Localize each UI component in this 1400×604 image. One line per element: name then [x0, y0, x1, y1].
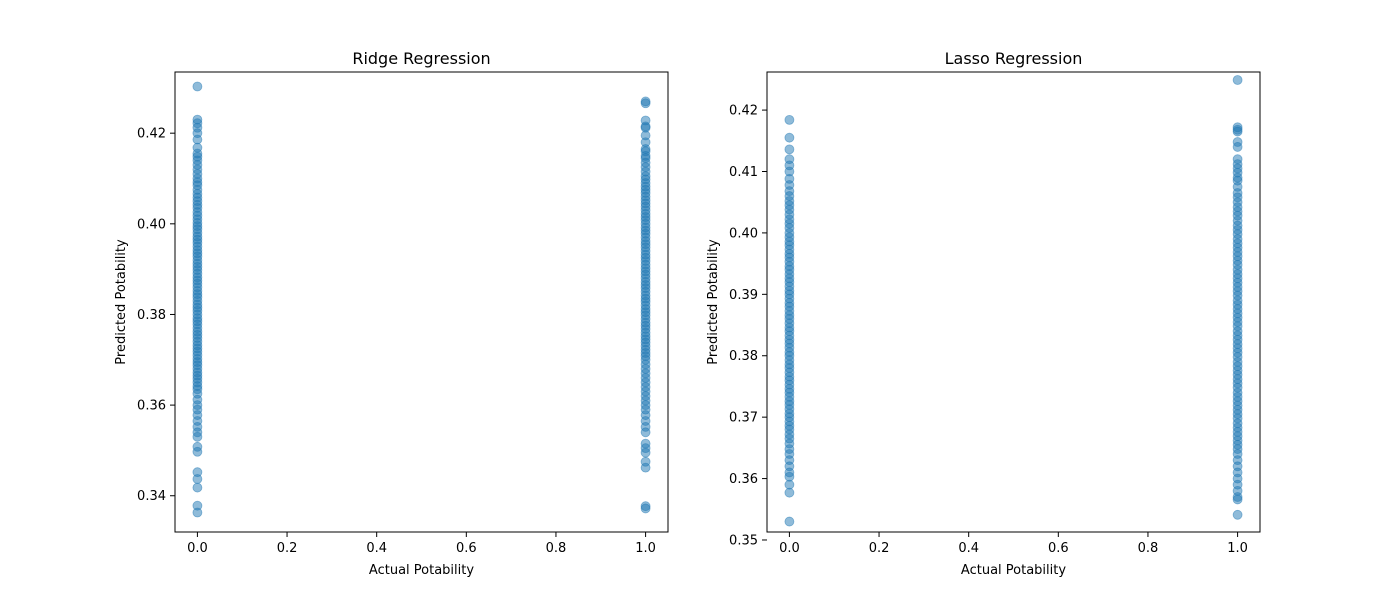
- lasso-plot-frame: [766, 71, 1261, 533]
- ridge-point-x0-0: [192, 81, 203, 92]
- lasso-x-tick-label-4: 0.8: [1138, 541, 1159, 556]
- lasso-point-x0-2: [784, 144, 795, 155]
- ridge-x-ticks: 0.0 0.2 0.4 0.6 0.8 1.0: [187, 532, 656, 556]
- lasso-x-axis-label: Actual Potability: [961, 563, 1066, 578]
- ridge-y-tick-label-3: 0.40: [137, 217, 166, 232]
- lasso-plot-title: Lasso Regression: [945, 49, 1083, 68]
- ridge-point-x0-88: [192, 482, 203, 493]
- ridge-y-tick-label-2: 0.38: [137, 308, 166, 323]
- ridge-point-x1-90: [640, 503, 651, 514]
- lasso-scatter-points: [784, 75, 1243, 527]
- lasso-y-tick-label-3: 0.38: [729, 349, 758, 364]
- lasso-y-tick-label-0: 0.35: [729, 533, 758, 548]
- ridge-x-tick-label-3: 0.6: [456, 541, 477, 556]
- ridge-x-tick-label-2: 0.4: [366, 541, 387, 556]
- ridge-scatter-points: [192, 81, 651, 518]
- ridge-x-tick-label-0: 0.0: [187, 541, 208, 556]
- lasso-y-ticks: 0.35 0.36 0.37 0.38 0.39 0.40 0.41 0.42: [729, 104, 767, 548]
- ridge-regression-plot: Ridge Regression 0.0 0.2 0.4 0.6 0.8 1.0 0.34…: [114, 49, 669, 578]
- ridge-x-axis-label: Actual Potability: [369, 563, 474, 578]
- ridge-x-tick-label-4: 0.8: [546, 541, 567, 556]
- lasso-x-ticks: 0.0 0.2 0.4 0.6 0.8 1.0: [779, 532, 1248, 556]
- lasso-y-tick-label-5: 0.40: [729, 226, 758, 241]
- lasso-point-x0-0: [784, 115, 795, 125]
- ridge-point-x0-85: [192, 446, 203, 457]
- ridge-x-tick-label-1: 0.2: [277, 541, 298, 556]
- lasso-x-tick-label-1: 0.2: [869, 541, 890, 556]
- ridge-point-x0-90: [192, 507, 203, 518]
- ridge-y-ticks: 0.34 0.36 0.38 0.40 0.42: [137, 127, 175, 504]
- lasso-point-x0-1: [784, 132, 795, 143]
- ridge-plot-title: Ridge Regression: [352, 49, 490, 68]
- lasso-y-tick-label-2: 0.37: [729, 411, 758, 426]
- ridge-point-x0-5: [192, 134, 203, 145]
- ridge-point-x0-87: [192, 474, 203, 484]
- ridge-point-x1-86: [640, 447, 651, 458]
- lasso-point-x0-76: [784, 487, 795, 498]
- ridge-y-axis-label: Predicted Potability: [114, 239, 129, 365]
- ridge-point-x1-1: [640, 98, 651, 109]
- lasso-point-x1-3: [1232, 126, 1243, 137]
- lasso-point-x1-81: [1232, 509, 1243, 520]
- ridge-point-x1-88: [640, 462, 651, 473]
- lasso-y-tick-label-1: 0.36: [729, 472, 758, 487]
- lasso-y-tick-label-4: 0.39: [729, 288, 758, 303]
- lasso-regression-plot: Lasso Regression 0.0 0.2 0.4 0.6 0.8 1.0 0.35…: [706, 49, 1261, 578]
- ridge-point-x1-83: [640, 427, 651, 438]
- ridge-plot-frame: [174, 71, 669, 533]
- ridge-x-tick-label-5: 1.0: [635, 541, 656, 556]
- lasso-point-x1-5: [1232, 142, 1243, 152]
- lasso-point-x1-0: [1232, 75, 1243, 85]
- lasso-point-x1-80: [1232, 494, 1243, 505]
- lasso-y-tick-label-7: 0.42: [729, 104, 758, 119]
- ridge-y-tick-label-0: 0.34: [137, 489, 166, 504]
- lasso-point-x0-77: [784, 516, 795, 527]
- ridge-y-tick-label-1: 0.36: [137, 399, 166, 414]
- lasso-x-tick-label-2: 0.4: [958, 541, 979, 556]
- ridge-point-x0-83: [192, 431, 203, 442]
- lasso-y-tick-label-6: 0.41: [729, 165, 758, 180]
- lasso-x-tick-label-3: 0.6: [1048, 541, 1069, 556]
- ridge-y-tick-label-4: 0.42: [137, 127, 166, 142]
- lasso-y-axis-label: Predicted Potability: [706, 239, 721, 365]
- lasso-x-tick-label-0: 0.0: [779, 541, 800, 556]
- lasso-x-tick-label-5: 1.0: [1227, 541, 1248, 556]
